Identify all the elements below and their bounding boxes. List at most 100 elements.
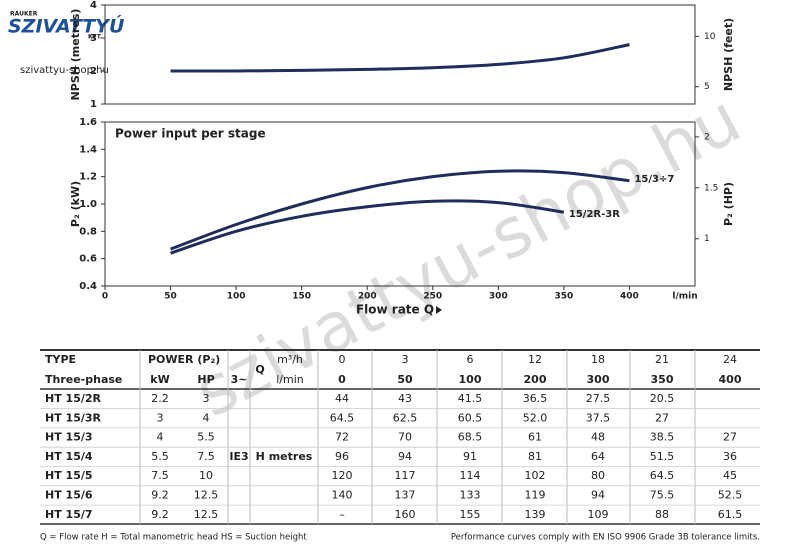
table-cell: HT 15/5 [45,469,93,482]
table-cell: 27 [723,431,737,444]
table-cell: 52.5 [718,489,743,502]
table-cell: 7.5 [151,469,169,482]
table-cell: 102 [525,469,546,482]
table-cell: 52.0 [523,411,548,424]
y-tick-label: 1.0 [79,199,97,210]
x-tick-label: 0 [102,292,108,302]
table-cell: 37.5 [586,411,611,424]
table-cell: 137 [395,489,416,502]
table-cell: 12.5 [194,508,219,521]
table-cell: 41.5 [458,392,483,405]
table-cell: 109 [588,508,609,521]
logo-brand: SZIVATTYÚ [8,14,125,38]
table-cell: HT 15/6 [45,489,93,502]
table-cell: 94 [591,489,605,502]
y-tick-label: 1 [90,99,97,110]
table-cell: 75.5 [650,489,675,502]
table-cell: 20.5 [650,392,675,405]
table-cell: 61.5 [718,508,743,521]
series-line [170,169,630,251]
table-cell: 18 [591,353,605,366]
table-cell: 3 [402,353,409,366]
table-cell: HT 15/7 [45,508,93,521]
table-cell: 51.5 [650,450,675,463]
x-tick-label: 50 [164,292,177,302]
table-cell: 4 [157,431,164,444]
y-tick-label: 1.6 [79,117,97,128]
table-cell: – [339,508,345,521]
x-tick-label: 250 [423,292,442,302]
table-cell: 9.2 [151,489,169,502]
table-cell: 155 [460,508,481,521]
table-cell: 88 [655,508,669,521]
table-cell: 72 [335,431,349,444]
table-cell: 139 [525,508,546,521]
table-cell: 81 [528,450,542,463]
y-axis-label: NPSH (metres) [69,9,82,101]
table-cell: HP [197,373,214,386]
x-axis-label: Flow rate Q [356,303,434,317]
table-cell: Q [255,363,264,376]
table-cell: 64.5 [330,411,355,424]
table-cell: 62.5 [393,411,418,424]
table-cell: 24 [723,353,737,366]
table-cell: 5.5 [151,450,169,463]
table-cell: 100 [459,373,482,386]
table-cell: 91 [463,450,477,463]
table-cell: TYPE [45,353,76,366]
footer-legend: Q = Flow rate H = Total manometric head … [40,533,307,543]
y-tick-label: 0.4 [79,281,97,292]
table-cell: 120 [332,469,353,482]
table-cell: 43 [398,392,412,405]
table-cell: 36 [723,450,737,463]
table-cell: HT 15/4 [45,450,93,463]
y-axis-label: P₂ (kW) [69,181,82,227]
arrow [436,306,442,314]
table-cell: 68.5 [458,431,483,444]
x-unit-label: l/min [672,292,697,302]
table-cell: 0 [338,373,346,386]
series-line [170,199,565,255]
table-cell: 4 [203,411,210,424]
table-cell: kW [150,373,169,386]
y-tick-label: 0.6 [79,254,97,265]
table-cell: HT 15/3R [45,411,102,424]
table-cell: 21 [655,353,669,366]
table-cell: 44 [335,392,349,405]
footer-note: Performance curves comply with EN ISO 99… [451,533,760,543]
table-cell: 61 [528,431,542,444]
x-tick-label: 200 [358,292,377,302]
table-cell: 12.5 [194,489,219,502]
table-cell: 27 [655,411,669,424]
series-label: 15/2R-3R [569,209,620,220]
x-tick-label: 150 [292,292,311,302]
table-cell: 64.5 [650,469,675,482]
table-cell: 36.5 [523,392,548,405]
table-cell: 10 [199,469,213,482]
plot-frame [104,4,696,105]
series-label: 15/3÷7 [634,174,674,185]
table-cell: 3~ [231,373,248,386]
table-cell: Three-phase [45,373,122,386]
table-cell: 27.5 [586,392,611,405]
table-cell: 119 [525,489,546,502]
table-cell: 64 [591,450,605,463]
chart-title: Power input per stage [115,127,266,141]
table-cell: 50 [397,373,413,386]
table-cell: 48 [591,431,605,444]
table-cell: HT 15/2R [45,392,102,405]
table-cell: HT 15/3 [45,431,93,444]
x-tick-label: 300 [489,292,508,302]
y2-tick-label: 5 [704,82,710,92]
table-cell: 133 [460,489,481,502]
table-cell: 94 [398,450,412,463]
logo-company: RAUKER [10,11,38,18]
table-cell: 7.5 [197,450,215,463]
table-cell: 400 [719,373,742,386]
table-cell: 45 [723,469,737,482]
table-cell: 160 [395,508,416,521]
table-cell: 3 [203,392,210,405]
y-tick-label: 3 [90,33,97,44]
y-tick-label: 4 [90,0,97,11]
